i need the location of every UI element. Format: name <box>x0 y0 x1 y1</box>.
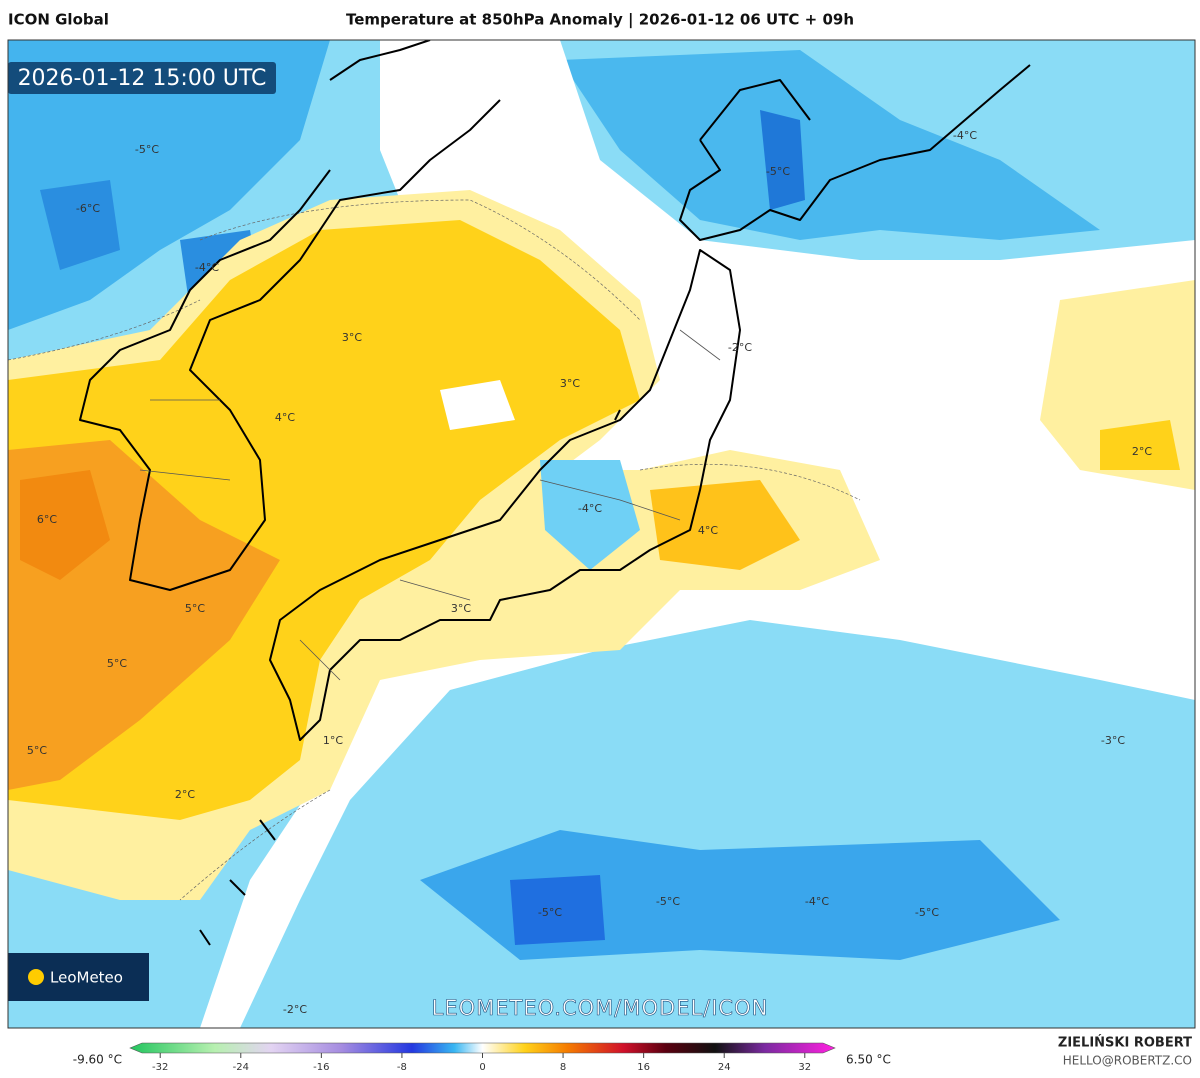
author: ZIELIŃSKI ROBERT <box>1058 1035 1192 1051</box>
contour-label: -5°C <box>538 906 562 919</box>
contour-label: -3°C <box>1101 734 1125 747</box>
contour-label: 5°C <box>185 602 205 615</box>
contour-label: 1°C <box>323 734 343 747</box>
contour-label: -5°C <box>766 165 790 178</box>
neutral-patch <box>440 380 515 430</box>
warm-core <box>1100 420 1180 470</box>
timestamp-box <box>8 62 276 94</box>
model-name: ICON Global <box>8 11 109 29</box>
contour-label: -4°C <box>578 502 602 515</box>
colorbar-tick-label: -32 <box>152 1062 168 1073</box>
coastline <box>679 64 1031 241</box>
map: 2026-01-12 15:00 UTC -5°C -6°C -4°C 3°C … <box>8 40 1195 1028</box>
cold-area <box>560 50 1100 240</box>
cold-core <box>760 110 805 210</box>
cold-core <box>510 875 605 945</box>
email: HELLO@ROBERTZ.CO <box>1063 1054 1192 1068</box>
contour-label: 3°C <box>560 377 580 390</box>
contour-label: -4°C <box>195 261 219 274</box>
contour-label: 2°C <box>175 788 195 801</box>
colorbar-tick-label: -24 <box>233 1062 249 1073</box>
contour-label: -4°C <box>953 129 977 142</box>
colorbar-tick-label: -8 <box>397 1062 407 1073</box>
contour <box>8 199 861 901</box>
watermark: LEOMETEO.COM/MODEL/ICON <box>432 996 769 1020</box>
contour-label: -6°C <box>76 202 100 215</box>
logo-text: LeoMeteo <box>50 969 123 987</box>
contour-label: -2°C <box>728 341 752 354</box>
colorbar-ticks: -32 -24 -16 -8 0 8 16 24 32 <box>152 1053 811 1073</box>
colorbar <box>129 1042 836 1054</box>
contour-label: -5°C <box>915 906 939 919</box>
warm-core <box>650 480 800 570</box>
colorbar-tick-label: 8 <box>560 1062 566 1073</box>
colorbar-tick-label: 0 <box>479 1062 485 1073</box>
colorbar-tick-label: 32 <box>798 1062 811 1073</box>
warm-max <box>20 470 110 580</box>
coastline <box>79 40 501 591</box>
contour-labels: -5°C -6°C -4°C 3°C 3°C 4°C 6°C 5°C 5°C 5… <box>27 129 1152 1016</box>
contour-label: 2°C <box>1132 445 1152 458</box>
contour-label: 3°C <box>342 331 362 344</box>
colorbar-max: 6.50 °C <box>846 1053 891 1067</box>
contour-label: -5°C <box>656 895 680 908</box>
contour-label: -2°C <box>283 1003 307 1016</box>
contour-label: -4°C <box>805 895 829 908</box>
colorbar-tick-label: 24 <box>718 1062 731 1073</box>
coastline <box>199 409 621 946</box>
contour-label: -5°C <box>135 143 159 156</box>
contour-label: 3°C <box>451 602 471 615</box>
timestamp: 2026-01-12 15:00 UTC <box>18 66 267 91</box>
map-frame <box>7 39 1196 1029</box>
colorbar-min: -9.60 °C <box>73 1053 122 1067</box>
cold-area <box>540 460 640 570</box>
contour-label: 4°C <box>275 411 295 424</box>
admin-border <box>139 329 721 681</box>
logo-sun <box>28 969 44 985</box>
colorbar-tick-label: -16 <box>313 1062 329 1073</box>
contour-label: 5°C <box>27 744 47 757</box>
colorbar-tick-label: 16 <box>637 1062 650 1073</box>
contour-label: 6°C <box>37 513 57 526</box>
contour-label: 5°C <box>107 657 127 670</box>
contour-label: 4°C <box>698 524 718 537</box>
map-title: Temperature at 850hPa Anomaly | 2026-01-… <box>346 11 854 30</box>
